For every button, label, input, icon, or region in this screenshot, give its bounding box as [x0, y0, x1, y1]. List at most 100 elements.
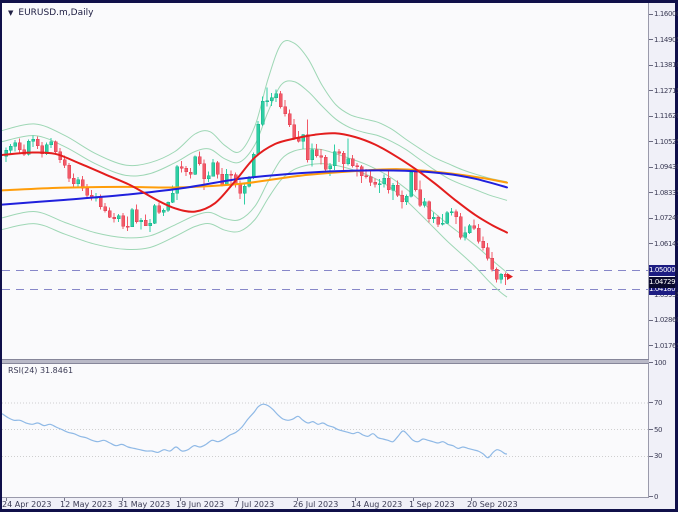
candlestick [427, 201, 431, 219]
candlestick [499, 274, 503, 280]
price-tick-mark [649, 90, 653, 92]
candlestick [368, 176, 373, 183]
candlestick [395, 185, 400, 196]
price-tick-label: 1.14905 [654, 35, 678, 44]
candlestick [458, 216, 463, 238]
price-tick-mark [649, 319, 653, 321]
rsi-tick-mark [649, 429, 653, 431]
candlestick [211, 162, 215, 177]
price-tick-label: 1.07240 [654, 214, 678, 223]
price-tick-mark [649, 217, 653, 219]
candlestick [305, 134, 310, 160]
price-tick-mark [649, 192, 653, 194]
price-tick-mark [649, 166, 653, 168]
candlestick [463, 232, 467, 238]
main-chart-panel: ▼ EURUSD.m,Daily [2, 3, 649, 359]
symbol-title: ▼ EURUSD.m,Daily [8, 8, 93, 18]
candlestick [112, 216, 116, 219]
candlestick [274, 93, 278, 99]
symbol-title-label: EURUSD.m,Daily [18, 8, 94, 18]
candlestick [175, 166, 179, 194]
price-axis[interactable]: 1.16000 1.14905 1.13810 1.12715 1.11620 1.105… [649, 3, 678, 509]
time-tick-mark [355, 498, 356, 501]
candlestick [431, 216, 436, 219]
time-tick-label: 1 Sep 2023 [409, 500, 455, 509]
candlestick [494, 268, 499, 280]
candlestick [53, 141, 58, 152]
candlestick [278, 93, 283, 107]
candlestick [440, 222, 445, 225]
candlestick [67, 164, 71, 179]
time-tick-mark [6, 498, 7, 501]
price-tick-label: 1.02860 [654, 316, 678, 325]
candlestick [238, 184, 242, 194]
candlestick [260, 101, 265, 125]
candlestick [76, 179, 80, 184]
bid-price-badge: 1.04729 [649, 277, 676, 289]
price-tick-mark [649, 345, 653, 347]
candlestick [242, 185, 247, 194]
candlestick [355, 165, 359, 168]
candlestick [4, 150, 8, 157]
candlestick [224, 174, 229, 185]
candlestick [8, 146, 13, 151]
candlestick [134, 209, 139, 223]
price-tick-label: 1.13810 [654, 61, 678, 70]
candlestick [229, 174, 233, 176]
candlestick [319, 155, 323, 158]
candlestick [13, 142, 17, 147]
candlestick [157, 205, 161, 213]
rsi-tick-label: 30 [654, 452, 663, 461]
price-level-badge: 1.05000 [649, 264, 676, 276]
candlestick [35, 139, 40, 146]
candlestick [382, 178, 386, 184]
time-axis[interactable]: 24 Apr 2023 12 May 2023 31 May 2023 19 Jun … [2, 498, 649, 509]
ma-blue [2, 169, 508, 206]
time-tick-mark [64, 498, 65, 501]
candlestick [49, 141, 53, 145]
rsi-panel: RSI(24) 31.8461 [2, 364, 649, 498]
candlestick [215, 162, 220, 175]
candlestick [179, 166, 184, 169]
time-tick-mark [122, 498, 123, 501]
rsi-tick-mark [649, 455, 653, 457]
time-tick-mark [471, 498, 472, 501]
candlestick [44, 144, 49, 155]
candlestick [116, 215, 121, 219]
price-tick-mark [649, 39, 653, 40]
time-tick-mark [180, 498, 181, 501]
rsi-tick-label: 0 [654, 492, 659, 501]
candlestick [476, 228, 481, 242]
candlestick [350, 158, 355, 167]
candlestick [265, 100, 269, 102]
rsi-label: RSI(24) 31.8461 [8, 366, 74, 375]
main-chart-canvas[interactable] [2, 3, 648, 359]
price-tick-mark [649, 64, 653, 66]
rsi-chart-canvas[interactable] [2, 364, 648, 497]
candlestick [454, 211, 458, 217]
price-tick-label: 1.08335 [654, 188, 678, 197]
time-tick-label: 7 Jul 2023 [234, 500, 275, 509]
candlestick [206, 175, 211, 179]
candlestick [373, 181, 377, 185]
candlestick [40, 145, 44, 155]
price-tick-label: 1.11620 [654, 112, 678, 121]
rsi-tick-label: 100 [654, 358, 667, 367]
candlestick [103, 206, 107, 212]
candlestick [467, 225, 472, 233]
candlestick [121, 215, 125, 227]
candlestick [161, 209, 166, 213]
candlestick [409, 172, 413, 197]
price-tick-label: 1.06145 [654, 239, 678, 248]
candlestick [422, 201, 427, 206]
candlestick [436, 216, 440, 225]
rsi-tick-label: 70 [654, 398, 663, 407]
price-tick-mark [649, 141, 653, 143]
candlestick [377, 183, 382, 185]
candlestick [503, 274, 508, 277]
candlestick [386, 178, 391, 191]
panel-splitter[interactable] [2, 359, 649, 364]
chart-dropdown-icon[interactable]: ▼ [8, 9, 14, 17]
candlestick [269, 97, 274, 101]
